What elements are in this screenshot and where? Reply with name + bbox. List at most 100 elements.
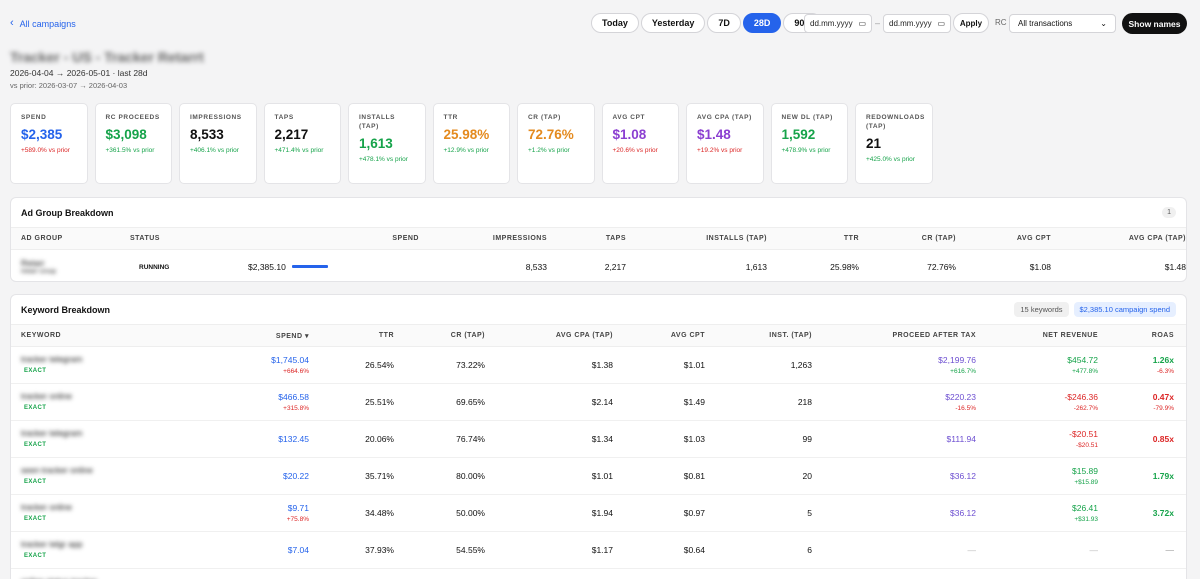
table-row[interactable]: tracker telegram EXACT $132.45 20.06% 76.74%… — [11, 421, 1186, 458]
keyword-name[interactable]: tracker online — [21, 502, 73, 512]
adgroup-table-header: Ad Group Status Spend Impressions Taps Instal… — [11, 228, 1186, 250]
match-type-badge: EXACT — [24, 516, 47, 522]
status-badge: RUNNING — [139, 264, 170, 271]
adgroup-col-header[interactable]: Impressions — [492, 235, 547, 242]
metric-value: $2,385 — [21, 126, 63, 142]
metric-value: 25.98% — [443, 126, 490, 142]
keyword-col-header[interactable]: Spend ▾ — [275, 333, 309, 340]
calendar-icon: ▭ — [858, 19, 866, 28]
adgroup-col-header[interactable]: Installs (Tap) — [706, 235, 767, 242]
adgroup-col-header[interactable]: TTR — [843, 235, 859, 242]
table-row[interactable]: seen tracker online EXACT $20.22 35.71% 80.0… — [11, 458, 1186, 495]
keyword-col-header[interactable]: Avg CPA (Tap) — [555, 332, 613, 339]
keyword-name[interactable]: tracker online — [21, 391, 73, 401]
adgroup-col-header[interactable]: Taps — [605, 235, 626, 242]
installs-value: 1,263 — [790, 360, 812, 370]
keyword-col-header[interactable]: Net revenue — [1042, 332, 1098, 339]
adgroup-col-header[interactable]: Ad Group — [21, 235, 63, 242]
adgroup-col-header[interactable]: Spend — [392, 235, 419, 242]
adgroup-cell: $1.48 — [1164, 262, 1186, 272]
adgroup-sub: Retarr Group — [21, 269, 57, 275]
spend-bar — [292, 265, 328, 268]
page-title: Tracker - US - Tracker Retarrt — [10, 49, 204, 65]
metric-value: 1,592 — [781, 126, 816, 142]
adgroup-title: Ad Group Breakdown — [21, 207, 114, 218]
table-row[interactable]: tracker online EXACT $466.58 +315.8% 25.51% 6… — [11, 384, 1186, 421]
adgroup-cell: 1,613 — [745, 262, 767, 272]
keyword-col-header[interactable]: Keyword — [21, 332, 62, 339]
adgroup-name[interactable]: Retarr — [21, 258, 45, 268]
date-to-placeholder: dd.mm.yyyy — [889, 19, 932, 28]
metric-delta: +589.0% vs prior — [21, 146, 70, 154]
spend-value: $9.71 — [287, 503, 309, 513]
keyword-col-header[interactable]: CR (Tap) — [450, 332, 485, 339]
installs-value: 20 — [802, 471, 812, 481]
metric-card: Avg CPA (Tap) $1.48 +19.2% vs prior — [686, 103, 764, 184]
campaign-spend-badge: $2,385.10 campaign spend — [1073, 302, 1176, 317]
metric-card: New DL (Tap) 1,592 +478.9% vs prior — [770, 103, 848, 184]
adgroup-cell: 2,217 — [604, 262, 626, 272]
table-row[interactable]: online status trackerEXACT$5.83 — [11, 569, 1186, 579]
spend-value: $132.45 — [278, 434, 309, 444]
table-row[interactable]: tracker telgr app EXACT $7.04 37.93% 54.55% $… — [11, 532, 1186, 569]
table-row[interactable]: Retarr Retarr Group RUNNING $2,385.10 8,533 2… — [11, 250, 1186, 281]
metric-delta: +361.5% vs prior — [105, 146, 155, 154]
spend-delta: +664.6% — [283, 368, 309, 375]
cpa-value: $1.17 — [591, 545, 613, 555]
roas-value: 3.72x — [1152, 508, 1174, 518]
metric-value: 21 — [866, 135, 882, 151]
keyword-name[interactable]: tracker telegram — [21, 428, 83, 438]
cpa-value: $1.01 — [591, 471, 613, 481]
transactions-select[interactable]: All transactions ⌄ — [1009, 14, 1116, 33]
adgroup-col-header[interactable]: Status — [130, 235, 160, 242]
back-link[interactable]: ‹ All campaigns — [10, 18, 76, 29]
proceeds-value: $111.94 — [946, 434, 976, 444]
adgroup-col-header[interactable]: Avg CPA (Tap) — [1128, 235, 1186, 242]
keyword-name[interactable]: tracker telgr app — [21, 539, 83, 549]
keyword-panel: Keyword Breakdown 15 keywords $2,385.10 … — [10, 294, 1187, 579]
range-button-7d[interactable]: 7D — [707, 13, 741, 33]
date-from-input[interactable]: dd.mm.yyyy ▭ — [804, 14, 872, 33]
net-revenue-delta: +477.8% — [1072, 368, 1098, 375]
keyword-col-header[interactable]: Inst. (Tap) — [769, 332, 812, 339]
metric-label: RC Proceeds — [105, 114, 160, 121]
keyword-name[interactable]: seen tracker online — [21, 465, 93, 475]
roas-value: 1.26x — [1152, 355, 1174, 365]
metric-delta: +19.2% vs prior — [697, 146, 743, 154]
spend-value: $2,385.10 — [248, 262, 286, 272]
metric-card: Redownloads (Tap) 21 +425.0% vs prior — [855, 103, 933, 184]
keyword-count-badge: 15 keywords — [1014, 302, 1069, 317]
table-row[interactable]: tracker online EXACT $9.71 +75.8% 34.48% 50.0… — [11, 495, 1186, 532]
range-button-28d[interactable]: 28D — [742, 13, 782, 33]
keyword-col-header[interactable]: Avg CPT — [670, 332, 705, 339]
keyword-col-header[interactable]: Proceed after tax — [892, 332, 976, 339]
keyword-title: Keyword Breakdown — [21, 304, 111, 315]
range-button-yesterday[interactable]: Yesterday — [640, 13, 706, 33]
keyword-panel-header: Keyword Breakdown 15 keywords $2,385.10 … — [11, 295, 1186, 325]
metric-label: Installs (Tap) — [359, 114, 396, 130]
metric-delta: +12.9% vs prior — [443, 146, 489, 154]
metric-card: Spend $2,385 +589.0% vs prior — [10, 103, 88, 184]
metric-label: Avg CPA (Tap) — [697, 114, 752, 121]
metric-card: CR (Tap) 72.76% +1.2% vs prior — [517, 103, 595, 184]
roas-value: 0.47x — [1152, 392, 1174, 402]
proceeds-value: — — [967, 545, 977, 555]
adgroup-col-header[interactable]: Avg CPT — [1016, 235, 1051, 242]
match-type-badge: EXACT — [24, 479, 47, 485]
keyword-col-header[interactable]: ROAS — [1151, 332, 1174, 339]
metric-value: 8,533 — [190, 126, 224, 142]
cpt-value: $0.64 — [683, 545, 705, 555]
keyword-badges: 15 keywords $2,385.10 campaign spend — [1014, 302, 1176, 317]
metric-label: Taps — [274, 114, 294, 121]
table-row[interactable]: tracker telegram EXACT $1,745.04 +664.6% 26.… — [11, 347, 1186, 384]
range-button-today[interactable]: Today — [591, 13, 639, 33]
adgroup-col-header[interactable]: CR (Tap) — [921, 235, 956, 242]
show-names-button[interactable]: Show names — [1122, 13, 1187, 34]
cpt-value: $1.03 — [683, 434, 705, 444]
keyword-col-header[interactable]: TTR — [378, 332, 394, 339]
roas-value: — — [1165, 545, 1175, 555]
apply-button[interactable]: Apply — [953, 13, 989, 33]
date-to-input[interactable]: dd.mm.yyyy ▭ — [883, 14, 951, 33]
keyword-name[interactable]: tracker telegram — [21, 354, 83, 364]
keyword-name[interactable]: online status tracker — [21, 576, 97, 579]
